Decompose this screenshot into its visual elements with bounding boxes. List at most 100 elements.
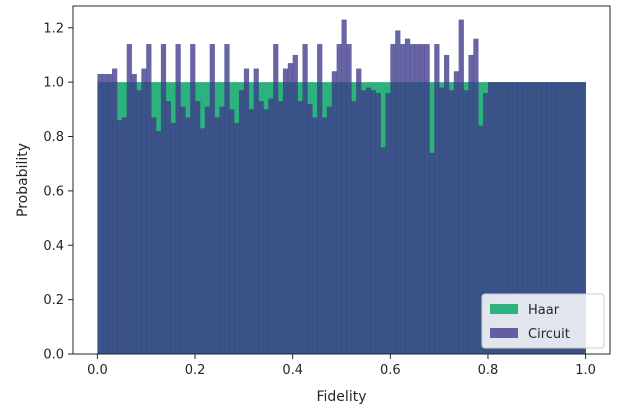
bar-circuit-10 (146, 44, 152, 355)
bar-circuit-74 (458, 19, 464, 355)
x-tick-label: 1.0 (575, 363, 596, 378)
bar-circuit-6 (126, 44, 132, 355)
bar-circuit-43 (307, 103, 313, 355)
bar-circuit-69 (434, 44, 440, 355)
bar-circuit-87 (522, 82, 528, 355)
x-tick-label: 0.4 (282, 363, 303, 378)
bar-circuit-18 (185, 117, 191, 354)
bar-circuit-94 (556, 82, 562, 355)
y-tick-label: 1.2 (43, 21, 64, 36)
bar-circuit-68 (429, 152, 435, 354)
bar-circuit-78 (478, 125, 484, 355)
bar-circuit-8 (136, 90, 142, 354)
x-tick-label: 0.0 (87, 363, 108, 378)
bar-circuit-48 (331, 71, 337, 354)
bar-circuit-23 (209, 44, 215, 355)
bar-circuit-71 (444, 54, 450, 354)
bar-circuit-60 (390, 44, 396, 355)
bar-circuit-84 (507, 82, 513, 355)
bar-circuit-4 (116, 120, 123, 354)
bar-circuit-0 (97, 73, 103, 354)
y-tick-label: 0.4 (43, 239, 64, 254)
bar-circuit-63 (404, 38, 411, 354)
bar-circuit-32 (253, 68, 259, 354)
bar-circuit-27 (229, 109, 235, 354)
legend-swatch-haar (490, 304, 518, 314)
bar-circuit-15 (170, 122, 176, 354)
bar-circuit-38 (282, 68, 289, 354)
bar-circuit-20 (195, 101, 201, 354)
x-axis-label: Fidelity (317, 389, 367, 405)
bar-circuit-64 (409, 44, 416, 355)
bar-circuit-75 (463, 90, 469, 354)
y-tick-label: 0.6 (43, 184, 64, 199)
legend-swatch-circuit (490, 328, 518, 338)
bar-circuit-25 (219, 106, 225, 354)
bar-circuit-3 (112, 68, 118, 354)
bar-circuit-45 (317, 44, 323, 355)
bar-circuit-52 (351, 101, 357, 354)
bar-circuit-5 (121, 117, 128, 354)
bar-circuit-81 (492, 82, 499, 355)
bar-circuit-42 (302, 44, 308, 355)
y-axis: 0.0 0.2 0.4 0.6 0.8 1.0 1.2 (43, 21, 73, 363)
bar-circuit-47 (326, 106, 333, 354)
y-tick-label: 0.0 (43, 348, 64, 363)
bar-circuit-89 (531, 82, 538, 355)
bar-circuit-73 (453, 71, 460, 354)
bar-circuit-56 (370, 90, 377, 354)
bar-circuit-1 (102, 73, 108, 354)
bar-circuit-58 (380, 147, 386, 355)
bar-circuit-17 (180, 106, 186, 354)
bar-circuit-28 (234, 122, 240, 354)
bar-circuit-44 (312, 117, 318, 354)
bar-circuit-57 (375, 93, 381, 354)
bar-circuit-7 (131, 73, 137, 354)
bars-layer (97, 19, 586, 355)
bar-circuit-33 (258, 101, 264, 354)
bar-circuit-19 (190, 44, 196, 355)
y-tick-label: 1.0 (43, 76, 64, 91)
bar-circuit-22 (204, 106, 211, 354)
bar-circuit-65 (414, 44, 420, 355)
bar-circuit-98 (575, 82, 582, 355)
bar-circuit-91 (541, 82, 547, 355)
bar-circuit-97 (570, 82, 577, 355)
bar-circuit-80 (487, 82, 494, 355)
bar-circuit-72 (448, 90, 455, 354)
bar-circuit-83 (502, 82, 508, 355)
bar-circuit-54 (361, 90, 367, 354)
bar-circuit-85 (512, 82, 518, 355)
series-circuit (97, 19, 586, 355)
bar-circuit-67 (424, 44, 430, 355)
bar-circuit-36 (273, 44, 279, 355)
plot-frame (72, 5, 611, 355)
bar-circuit-35 (268, 98, 274, 354)
y-tick-label: 0.8 (43, 130, 64, 145)
bar-circuit-96 (566, 82, 572, 355)
bar-circuit-49 (336, 44, 342, 355)
bar-circuit-40 (292, 54, 298, 354)
bar-circuit-37 (278, 101, 284, 354)
bar-circuit-93 (551, 82, 557, 355)
bar-circuit-55 (365, 87, 372, 354)
bar-circuit-70 (439, 87, 445, 354)
bar-circuit-76 (468, 54, 474, 354)
bar-circuit-77 (473, 38, 479, 354)
bar-circuit-59 (385, 93, 391, 354)
bar-circuit-12 (155, 131, 162, 354)
bar-circuit-79 (483, 93, 489, 354)
bar-circuit-51 (346, 44, 352, 355)
bar-circuit-99 (580, 82, 586, 355)
x-axis: 0.0 0.2 0.4 0.6 0.8 1.0 (87, 354, 596, 378)
legend-label-circuit: Circuit (528, 327, 570, 342)
bar-circuit-46 (321, 117, 328, 354)
y-tick-label: 0.2 (43, 293, 64, 308)
bar-circuit-66 (419, 44, 425, 355)
bar-circuit-26 (224, 44, 230, 355)
x-tick-label: 0.6 (380, 363, 401, 378)
bar-circuit-13 (160, 44, 167, 355)
bar-circuit-39 (287, 63, 294, 355)
